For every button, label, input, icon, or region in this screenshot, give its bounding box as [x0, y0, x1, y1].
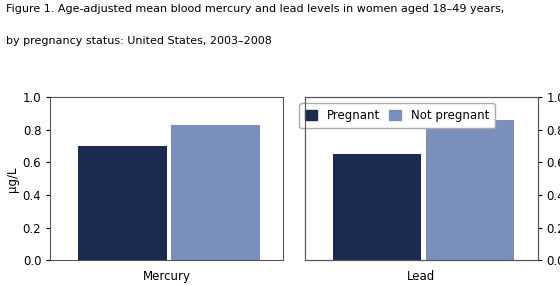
Text: Figure 1. Age-adjusted mean blood mercury and lead levels in women aged 18–49 ye: Figure 1. Age-adjusted mean blood mercur…: [6, 4, 504, 14]
Bar: [78, 146, 167, 260]
Legend: Pregnant, Not pregnant: Pregnant, Not pregnant: [300, 103, 495, 128]
Y-axis label: µg/L: µg/L: [6, 166, 18, 192]
Bar: [171, 125, 259, 260]
Bar: [426, 120, 514, 260]
Bar: [333, 154, 422, 260]
Text: by pregnancy status: United States, 2003–2008: by pregnancy status: United States, 2003…: [6, 36, 272, 46]
